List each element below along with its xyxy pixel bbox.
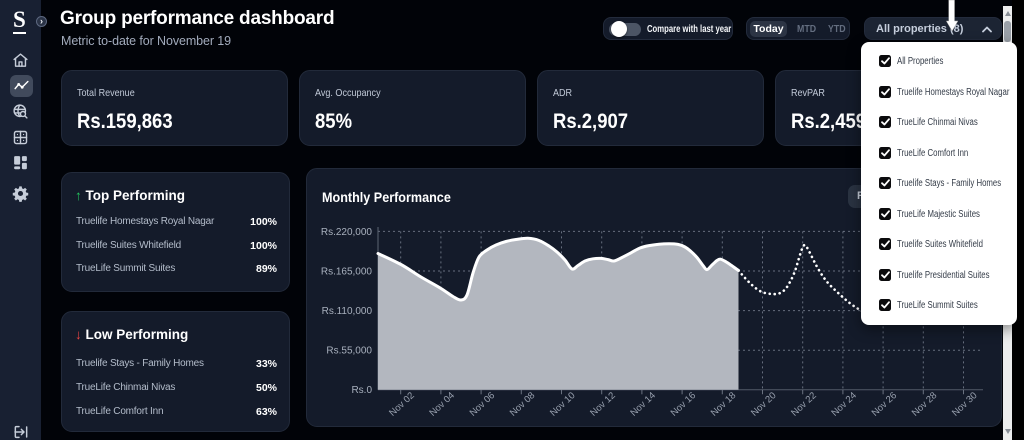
svg-text:Nov 18: Nov 18 — [709, 390, 739, 419]
svg-text:Nov 20: Nov 20 — [749, 390, 779, 419]
svg-text:Rs.0: Rs.0 — [351, 385, 372, 396]
svg-text:Rs.165,000: Rs.165,000 — [321, 266, 373, 277]
svg-text:Rs.110,000: Rs.110,000 — [322, 306, 373, 317]
svg-text:Nov 22: Nov 22 — [789, 390, 819, 419]
svg-text:Nov 26: Nov 26 — [870, 390, 900, 419]
svg-text:Nov 10: Nov 10 — [548, 390, 578, 419]
svg-text:Nov 16: Nov 16 — [669, 390, 699, 419]
svg-text:Nov 14: Nov 14 — [628, 390, 658, 419]
svg-text:Rs.55,000: Rs.55,000 — [326, 346, 372, 357]
svg-text:Nov 28: Nov 28 — [910, 390, 940, 419]
svg-text:Nov 08: Nov 08 — [508, 390, 538, 419]
svg-text:Nov 04: Nov 04 — [427, 390, 457, 419]
svg-text:Nov 06: Nov 06 — [468, 390, 498, 419]
svg-text:Nov 30: Nov 30 — [950, 390, 980, 419]
svg-text:Nov 24: Nov 24 — [829, 390, 859, 419]
svg-text:Nov 12: Nov 12 — [588, 390, 618, 419]
svg-text:Rs.220,000: Rs.220,000 — [321, 227, 373, 238]
svg-text:Nov 02: Nov 02 — [387, 390, 417, 419]
